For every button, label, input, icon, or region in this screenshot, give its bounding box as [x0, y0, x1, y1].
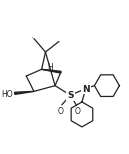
Polygon shape [42, 69, 61, 73]
Text: O: O [58, 107, 64, 116]
Text: N: N [82, 85, 90, 94]
Polygon shape [15, 91, 34, 94]
Text: O: O [74, 107, 80, 116]
Text: Me: Me [32, 37, 34, 38]
Text: N: N [82, 85, 90, 93]
Text: HO: HO [1, 90, 13, 99]
Text: H: H [47, 63, 53, 72]
Text: S: S [67, 91, 74, 100]
Text: S: S [67, 91, 74, 100]
